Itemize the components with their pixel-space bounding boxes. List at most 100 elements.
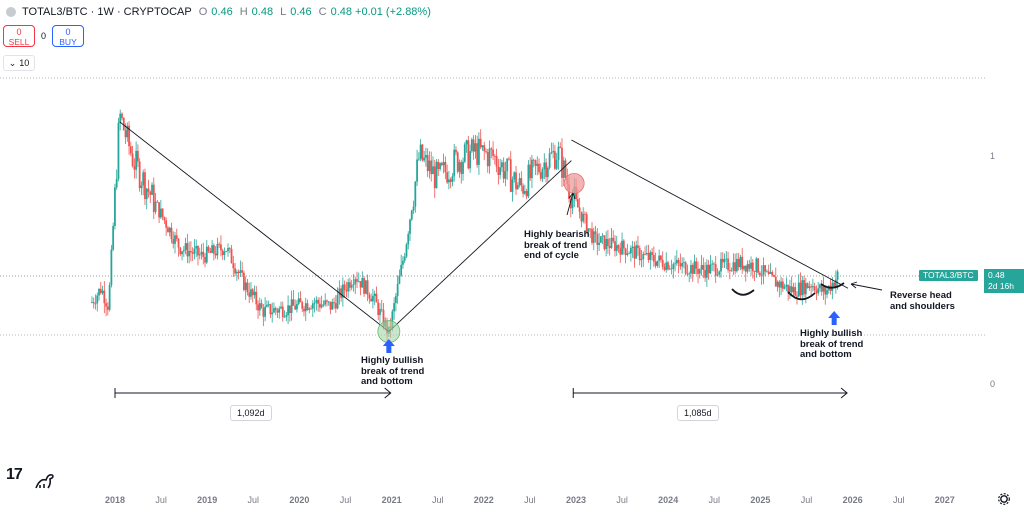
candle-body: [508, 158, 510, 160]
candle-body: [409, 219, 411, 234]
candle-body: [721, 258, 724, 263]
candle-body: [826, 290, 828, 295]
trade-buttons: 0 SELL 0 0 BUY: [3, 25, 85, 47]
candle-body: [647, 253, 650, 260]
candle-body: [264, 306, 267, 317]
candle-body: [628, 253, 631, 255]
candle-body: [393, 303, 396, 312]
candle-body: [370, 298, 373, 302]
candle-body: [831, 282, 834, 291]
candle-body: [516, 184, 519, 190]
candle-body: [98, 288, 100, 296]
candle-body: [463, 144, 466, 162]
candle-body: [276, 310, 279, 313]
x-tick-label: Jul: [893, 495, 905, 505]
candle-body: [794, 287, 797, 296]
candle-body: [591, 228, 593, 243]
hs-pointer-arrowhead: [850, 281, 858, 289]
symbol-logo-icon: [6, 7, 16, 17]
candle-body: [402, 260, 404, 265]
candle-body: [663, 266, 666, 270]
candle-body: [667, 262, 669, 270]
candle-body: [797, 282, 800, 297]
candle-body: [188, 251, 191, 257]
candle-body: [265, 304, 268, 307]
ohlc-low-value: 0.46: [290, 6, 312, 18]
candle-body: [128, 125, 130, 147]
dinosaur-icon[interactable]: [34, 472, 56, 490]
tradingview-logo-icon[interactable]: 17: [6, 466, 23, 483]
candle-body: [608, 246, 611, 248]
candle-body: [822, 286, 825, 292]
trendline: [388, 160, 572, 332]
buy-button[interactable]: 0 BUY: [52, 25, 85, 47]
candle-body: [416, 159, 418, 182]
candle-body: [631, 246, 634, 248]
candle-body: [373, 293, 376, 297]
candle-body: [467, 140, 470, 169]
candle-body: [205, 246, 208, 263]
candle-body: [260, 303, 263, 308]
annotation-bottom-2025: Highly bullish break of trend and bottom: [800, 328, 863, 361]
candle-body: [702, 265, 705, 271]
chevron-down-icon: ⌄: [8, 57, 17, 68]
candle-body: [329, 301, 332, 310]
candle-body: [635, 245, 638, 259]
candle-body: [670, 268, 673, 270]
annotation-pointer-line: [566, 192, 574, 216]
left-shoulder-arc: [731, 288, 755, 296]
candle-body: [444, 161, 447, 173]
candle-body: [515, 172, 517, 190]
buy-label: BUY: [59, 37, 77, 47]
candle-body: [548, 153, 551, 168]
candle-body: [186, 243, 189, 257]
candle-body: [248, 292, 251, 297]
candle-body: [674, 263, 676, 265]
candle-body: [690, 265, 692, 274]
candle-body: [550, 152, 553, 154]
candle-body: [736, 258, 738, 272]
candle-body: [554, 151, 556, 169]
indicators-collapse-button[interactable]: ⌄ 10: [3, 55, 35, 71]
candle-body: [223, 251, 226, 255]
candle-body: [465, 140, 468, 145]
candle-body: [403, 256, 406, 261]
candle-body: [707, 264, 710, 274]
candle-body: [651, 252, 653, 255]
candle-body: [322, 304, 325, 306]
candle-body: [622, 240, 625, 249]
candle-body: [758, 272, 761, 276]
symbol-title[interactable]: TOTAL3/BTC · 1W · CRYPTOCAP: [22, 6, 192, 18]
candle-body: [555, 159, 558, 169]
candle-body: [200, 251, 203, 255]
candle-body: [607, 238, 609, 247]
candle-body: [435, 161, 438, 189]
candle-body: [744, 265, 747, 272]
candle-body: [447, 179, 450, 183]
settings-gear-icon[interactable]: [998, 493, 1010, 505]
candle-body: [781, 281, 784, 289]
x-tick-label: 2018: [105, 495, 125, 505]
candle-body: [751, 262, 754, 272]
annotation-pointer-arrowhead: [568, 192, 576, 200]
candle-body: [145, 188, 148, 200]
candle-body: [158, 202, 160, 218]
candle-body: [108, 285, 111, 310]
candle-body: [569, 198, 572, 209]
candle-body: [290, 299, 293, 314]
candle-body: [209, 251, 212, 253]
candle-body: [580, 211, 583, 222]
candle-body: [527, 164, 530, 197]
candle-body: [796, 295, 798, 297]
candle-body: [492, 149, 494, 156]
candle-body: [301, 302, 304, 309]
candle-body: [154, 201, 157, 212]
candle-body: [394, 296, 397, 304]
sell-label: SELL: [8, 37, 30, 47]
sell-button[interactable]: 0 SELL: [3, 25, 35, 47]
candle-body: [762, 265, 765, 275]
candle-body: [561, 147, 563, 178]
candle-body: [232, 263, 235, 269]
annotation-line: end of cycle: [524, 250, 579, 261]
